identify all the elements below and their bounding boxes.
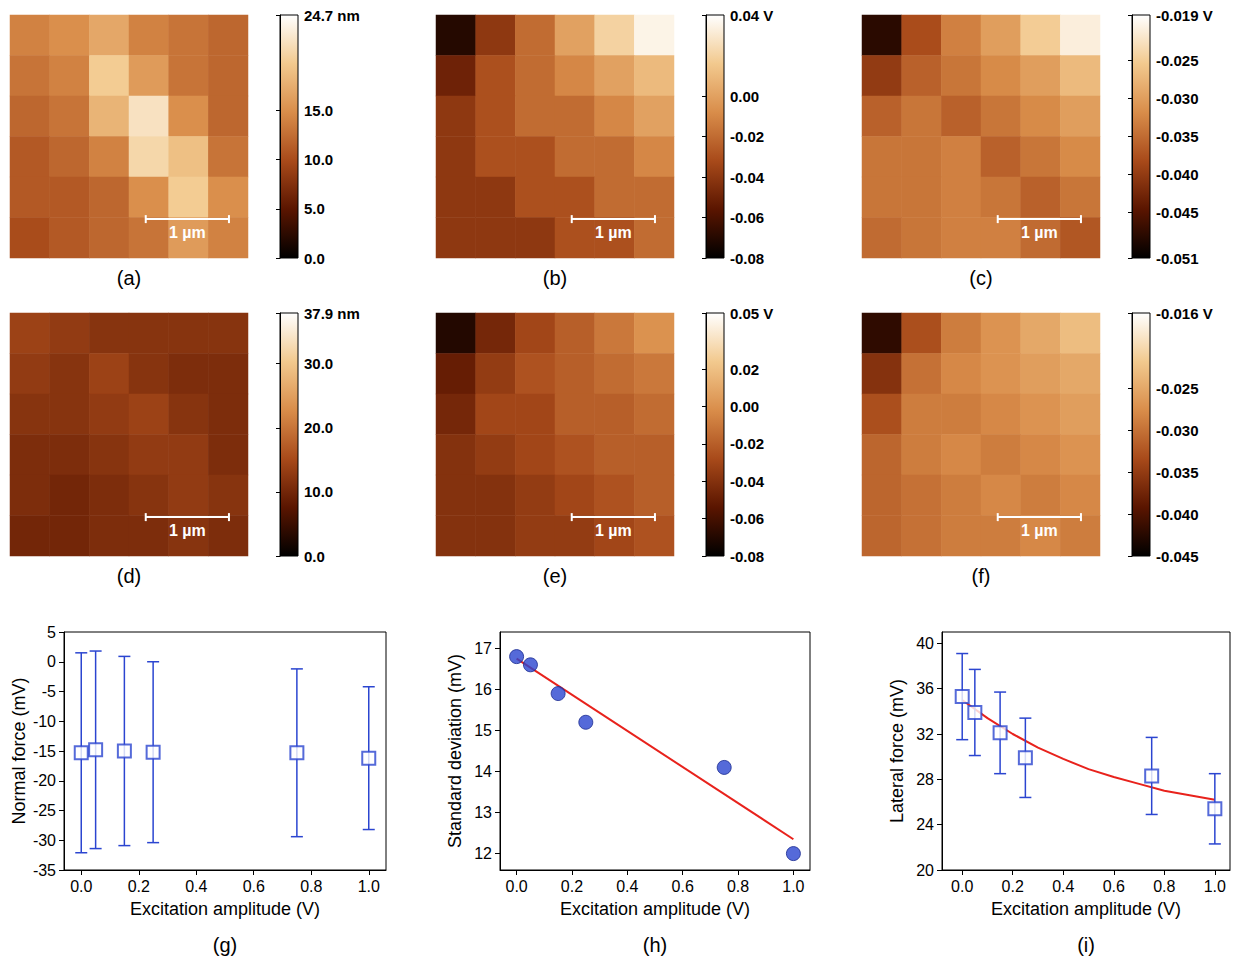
svg-text:Excitation amplitude (V): Excitation amplitude (V) (130, 899, 320, 919)
svg-text:0.0: 0.0 (304, 548, 325, 565)
svg-text:0.00: 0.00 (730, 398, 759, 415)
svg-text:13: 13 (474, 804, 492, 821)
svg-text:-0.025: -0.025 (1156, 380, 1199, 397)
svg-text:0.05 V: 0.05 V (730, 305, 773, 322)
svg-text:(c): (c) (969, 267, 992, 289)
svg-text:0.2: 0.2 (1002, 878, 1024, 895)
svg-text:12: 12 (474, 845, 492, 862)
svg-text:36: 36 (916, 680, 934, 697)
svg-text:16: 16 (474, 681, 492, 698)
svg-text:0.2: 0.2 (128, 878, 150, 895)
svg-text:1 µm: 1 µm (169, 522, 206, 539)
svg-text:-0.04: -0.04 (730, 473, 765, 490)
svg-text:-0.045: -0.045 (1156, 548, 1199, 565)
svg-text:-0.040: -0.040 (1156, 506, 1199, 523)
svg-text:-0.06: -0.06 (730, 510, 764, 527)
svg-text:Lateral force (mV): Lateral force (mV) (887, 679, 907, 823)
svg-text:1 µm: 1 µm (595, 522, 632, 539)
svg-text:-0.035: -0.035 (1156, 464, 1199, 481)
svg-text:0.4: 0.4 (1052, 878, 1074, 895)
svg-text:-0.040: -0.040 (1156, 166, 1199, 183)
svg-text:-0.051: -0.051 (1156, 250, 1199, 267)
svg-text:14: 14 (474, 763, 492, 780)
svg-text:-15: -15 (33, 743, 56, 760)
svg-text:1.0: 1.0 (1204, 878, 1226, 895)
svg-text:0.0: 0.0 (70, 878, 92, 895)
svg-text:-10: -10 (33, 713, 56, 730)
svg-text:(e): (e) (543, 565, 567, 587)
svg-text:0.0: 0.0 (304, 250, 325, 267)
svg-text:1 µm: 1 µm (1021, 224, 1058, 241)
svg-text:(g): (g) (213, 934, 237, 956)
svg-text:5.0: 5.0 (304, 200, 325, 217)
svg-text:1 µm: 1 µm (1021, 522, 1058, 539)
svg-text:10.0: 10.0 (304, 483, 333, 500)
svg-text:30.0: 30.0 (304, 355, 333, 372)
svg-text:-30: -30 (33, 832, 56, 849)
svg-text:0.8: 0.8 (727, 878, 749, 895)
svg-text:20: 20 (916, 862, 934, 879)
svg-text:-25: -25 (33, 802, 56, 819)
svg-text:17: 17 (474, 640, 492, 657)
svg-text:37.9 nm: 37.9 nm (304, 305, 360, 322)
svg-text:0.02: 0.02 (730, 361, 759, 378)
svg-text:(f): (f) (972, 565, 991, 587)
svg-text:0.00: 0.00 (730, 88, 759, 105)
svg-text:(b): (b) (543, 267, 567, 289)
svg-text:15.0: 15.0 (304, 102, 333, 119)
svg-text:(a): (a) (117, 267, 141, 289)
svg-text:0.0: 0.0 (951, 878, 973, 895)
svg-text:0.0: 0.0 (505, 878, 527, 895)
svg-text:0.4: 0.4 (185, 878, 207, 895)
svg-text:5: 5 (47, 624, 56, 641)
svg-text:-0.045: -0.045 (1156, 204, 1199, 221)
svg-text:0: 0 (47, 653, 56, 670)
svg-text:-0.02: -0.02 (730, 128, 764, 145)
svg-text:0.04 V: 0.04 V (730, 7, 773, 24)
svg-text:Excitation amplitude (V): Excitation amplitude (V) (560, 899, 750, 919)
svg-text:-20: -20 (33, 772, 56, 789)
svg-text:0.6: 0.6 (672, 878, 694, 895)
svg-text:-0.030: -0.030 (1156, 422, 1199, 439)
svg-text:0.2: 0.2 (561, 878, 583, 895)
svg-text:-0.06: -0.06 (730, 209, 764, 226)
svg-text:-0.08: -0.08 (730, 250, 764, 267)
svg-text:0.8: 0.8 (300, 878, 322, 895)
svg-text:24: 24 (916, 816, 934, 833)
svg-text:15: 15 (474, 722, 492, 739)
svg-text:0.6: 0.6 (1103, 878, 1125, 895)
svg-text:-0.035: -0.035 (1156, 128, 1199, 145)
svg-text:-0.04: -0.04 (730, 169, 765, 186)
svg-text:Normal force (mV): Normal force (mV) (9, 677, 29, 824)
svg-text:1.0: 1.0 (358, 878, 380, 895)
svg-text:0.4: 0.4 (616, 878, 638, 895)
svg-text:10.0: 10.0 (304, 151, 333, 168)
svg-text:1 µm: 1 µm (595, 224, 632, 241)
svg-text:-0.025: -0.025 (1156, 52, 1199, 69)
svg-text:-0.02: -0.02 (730, 435, 764, 452)
svg-text:(h): (h) (643, 934, 667, 956)
svg-text:-0.019 V: -0.019 V (1156, 7, 1213, 24)
svg-text:Excitation amplitude (V): Excitation amplitude (V) (991, 899, 1181, 919)
svg-text:-0.016 V: -0.016 V (1156, 305, 1213, 322)
svg-text:(d): (d) (117, 565, 141, 587)
svg-text:-0.030: -0.030 (1156, 90, 1199, 107)
svg-text:0.6: 0.6 (243, 878, 265, 895)
svg-text:20.0: 20.0 (304, 419, 333, 436)
svg-text:24.7 nm: 24.7 nm (304, 7, 360, 24)
svg-text:-5: -5 (42, 683, 56, 700)
svg-text:1.0: 1.0 (782, 878, 804, 895)
svg-text:(i): (i) (1077, 934, 1095, 956)
svg-text:-0.08: -0.08 (730, 548, 764, 565)
svg-text:-35: -35 (33, 862, 56, 879)
svg-text:32: 32 (916, 726, 934, 743)
svg-text:28: 28 (916, 771, 934, 788)
svg-text:0.8: 0.8 (1153, 878, 1175, 895)
svg-text:Standard deviation (mV): Standard deviation (mV) (445, 654, 465, 848)
svg-text:40: 40 (916, 635, 934, 652)
svg-text:1 µm: 1 µm (169, 224, 206, 241)
